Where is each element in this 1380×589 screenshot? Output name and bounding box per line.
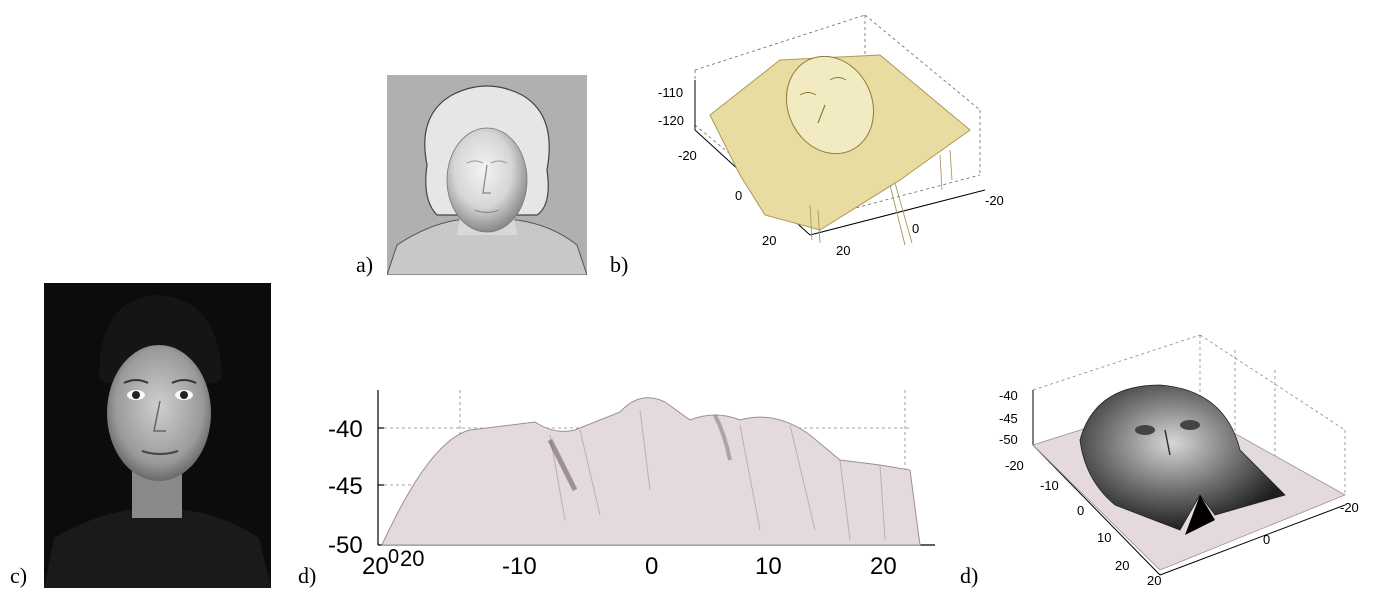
d2-xtick-1: 0 [1263, 532, 1270, 547]
d1-xtick-3: 10 [755, 553, 782, 580]
label-c: c) [10, 563, 28, 588]
d1-ztick-1: -45 [328, 473, 363, 500]
b-xtick-0: 20 [836, 243, 850, 258]
b-ytick-1: 0 [735, 188, 742, 203]
d2-ztick-1: -45 [999, 411, 1018, 426]
d2-ztick-0: -40 [999, 388, 1018, 403]
label-a: a) [356, 252, 374, 277]
d2-xtick-2: -20 [1340, 500, 1359, 515]
b-ytick-0: -20 [678, 148, 697, 163]
d2-ytick-2: 0 [1077, 503, 1084, 518]
d1-overlap-0: 0 [388, 546, 399, 568]
label-d-right: d) [960, 563, 979, 588]
surface-plot-d-side: -40 -45 -50 20 0 20 -10 0 10 20 [320, 380, 940, 588]
d2-xtick-0: 20 [1147, 573, 1161, 588]
surface-plot-b: -110 -120 -20 0 20 20 0 -20 [650, 5, 1030, 270]
label-d-middle: d) [298, 563, 317, 588]
d1-xtick-1: -10 [502, 553, 537, 580]
face-photo [44, 283, 271, 588]
b-ytick-2: 20 [762, 233, 776, 248]
surface-plot-d-3d: -40 -45 -50 -20 -10 0 10 20 20 0 -20 [985, 330, 1370, 588]
d1-ztick-2: -50 [328, 532, 363, 559]
b-xtick-1: 0 [912, 221, 919, 236]
d2-ytick-3: 10 [1097, 530, 1111, 545]
d1-ztick-0: -40 [328, 416, 363, 443]
d2-ytick-4: 20 [1115, 558, 1129, 573]
b-ztick-1: -120 [658, 113, 684, 128]
d1-xtick-2: 0 [645, 553, 658, 580]
bust-render [387, 75, 587, 275]
b-ztick-0: -110 [658, 85, 683, 100]
d1-xtick-4: 20 [870, 553, 897, 580]
b-xtick-2: -20 [985, 193, 1004, 208]
d1-overlap-1: 20 [400, 546, 424, 571]
d2-ytick-0: -20 [1005, 458, 1024, 473]
label-b: b) [610, 252, 629, 277]
d2-ztick-2: -50 [999, 432, 1018, 447]
d1-xtick-0: 20 [362, 553, 389, 580]
d2-ytick-1: -10 [1040, 478, 1059, 493]
